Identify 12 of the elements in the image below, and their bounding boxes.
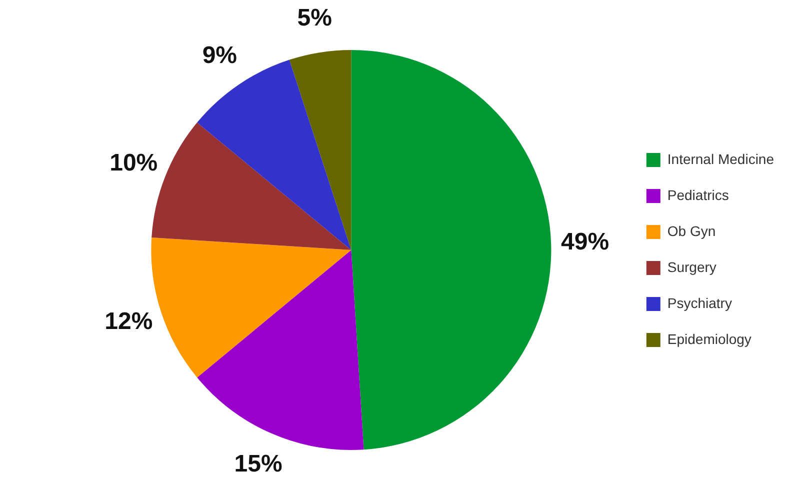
data-label: 49%	[561, 228, 610, 256]
data-label: 9%	[202, 42, 238, 70]
legend-label: Psychiatry	[667, 294, 732, 311]
data-label: 5%	[297, 4, 332, 32]
legend-label: Surgery	[667, 258, 716, 275]
legend-label: Internal Medicine	[667, 150, 774, 167]
legend-label: Epidemiology	[667, 330, 752, 347]
data-label: 12%	[104, 308, 153, 335]
legend-label: Pediatrics	[667, 186, 729, 203]
data-label: 15%	[234, 450, 282, 478]
legend-label: Ob Gyn	[667, 222, 716, 239]
data-label: 10%	[110, 149, 158, 176]
